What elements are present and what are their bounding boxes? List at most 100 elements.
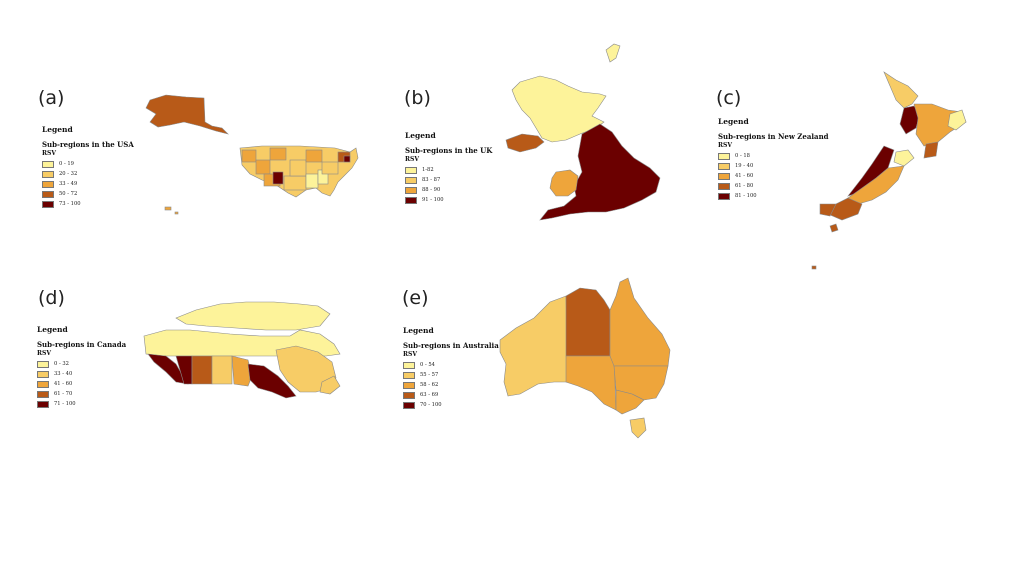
legend-item: 63 - 69 xyxy=(403,390,499,400)
region-canada-arctic-islands xyxy=(175,301,331,331)
region-northern-ireland xyxy=(505,133,545,153)
legend-title: Legend xyxy=(42,125,73,134)
legend-range-label: 1-82 xyxy=(422,167,434,173)
region-usa-ne2 xyxy=(343,155,351,163)
legend-australia: Legend Sub-regions in Australia RSV 0 - … xyxy=(403,326,499,410)
legend-swatch xyxy=(718,162,730,170)
region-canada-alberta xyxy=(175,355,193,385)
legend-item: 41 - 60 xyxy=(718,171,829,181)
legend-swatch xyxy=(718,152,730,160)
legend-item: 33 - 49 xyxy=(42,179,134,189)
region-nz-nelson xyxy=(893,149,915,167)
legend-item: 20 - 32 xyxy=(42,169,134,179)
region-canada-ontario-w xyxy=(231,355,253,387)
legend-swatch xyxy=(718,192,730,200)
region-alaska xyxy=(145,94,229,135)
legend-swatch xyxy=(42,180,54,188)
region-shetland xyxy=(605,43,621,63)
legend-range-label: 33 - 49 xyxy=(59,181,78,187)
region-usa-c xyxy=(289,159,307,177)
region-canada-manitoba xyxy=(211,355,233,385)
region-wa xyxy=(499,295,569,397)
region-usa-nw xyxy=(241,149,257,163)
legend-item: 55 - 57 xyxy=(403,370,499,380)
legend-item: 91 - 100 xyxy=(405,195,492,205)
region-usa-nm xyxy=(272,171,284,185)
region-nt xyxy=(565,287,611,357)
legend-range-label: 0 - 32 xyxy=(54,361,69,367)
legend-swatch xyxy=(405,186,417,194)
legend-item: 58 - 62 xyxy=(403,380,499,390)
legend-range-label: 73 - 100 xyxy=(59,201,81,207)
legend-range-label: 41 - 60 xyxy=(735,173,754,179)
legend-field-label: RSV xyxy=(37,350,51,357)
legend-swatch xyxy=(403,391,415,399)
legend-swatch xyxy=(37,360,49,368)
region-wales xyxy=(549,169,579,197)
legend-title: Legend xyxy=(403,326,434,335)
legend-item: 71 - 100 xyxy=(37,399,126,409)
region-vic xyxy=(615,389,645,415)
panel-label-d: (d) xyxy=(38,287,65,309)
legend-item: 19 - 40 xyxy=(718,161,829,171)
legend-swatch xyxy=(405,176,417,184)
legend-range-label: 50 - 72 xyxy=(59,191,78,197)
panel-label-a: (a) xyxy=(38,87,65,109)
legend-usa: Legend Sub-regions in the USA RSV 0 - 19… xyxy=(42,125,134,209)
legend-range-label: 63 - 69 xyxy=(420,392,439,398)
legend-item: 81 - 100 xyxy=(718,191,829,201)
legend-title: Legend xyxy=(718,117,749,126)
legend-swatch xyxy=(37,390,49,398)
legend-subtitle: Sub-regions in the UK xyxy=(405,146,493,155)
legend-title: Legend xyxy=(405,131,436,140)
legend-item: 41 - 60 xyxy=(37,379,126,389)
legend-item: 61 - 80 xyxy=(718,181,829,191)
region-nz-southland xyxy=(819,203,837,217)
legend-item: 88 - 90 xyxy=(405,185,492,195)
legend-subtitle: Sub-regions in Australia xyxy=(403,341,499,350)
legend-item: 33 - 40 xyxy=(37,369,126,379)
legend-item: 0 - 18 xyxy=(718,151,829,161)
legend-range-label: 0 - 19 xyxy=(59,161,74,167)
legend-range-label: 88 - 90 xyxy=(422,187,441,193)
legend-swatch xyxy=(405,196,417,204)
legend-item: 83 - 87 xyxy=(405,175,492,185)
legend-range-label: 55 - 57 xyxy=(420,372,439,378)
legend-item: 1-82 xyxy=(405,165,492,175)
legend-range-label: 0 - 54 xyxy=(420,362,435,368)
legend-swatch xyxy=(403,381,415,389)
region-hawaii xyxy=(164,206,172,211)
region-nz-hawkes xyxy=(923,141,939,159)
legend-range-label: 61 - 70 xyxy=(54,391,73,397)
legend-field-label: RSV xyxy=(403,351,417,358)
region-canada-atlantic xyxy=(319,375,341,395)
legend-swatch xyxy=(403,401,415,409)
legend-swatch xyxy=(403,371,415,379)
legend-swatch xyxy=(405,166,417,174)
legend-swatch xyxy=(403,361,415,369)
legend-range-label: 0 - 18 xyxy=(735,153,750,159)
legend-swatch xyxy=(37,380,49,388)
legend-swatch xyxy=(42,170,54,178)
legend-range-label: 81 - 100 xyxy=(735,193,757,199)
panel-label-e: (e) xyxy=(402,287,429,309)
region-usa-mt xyxy=(255,159,271,175)
legend-item: 50 - 72 xyxy=(42,189,134,199)
region-tas xyxy=(629,417,647,439)
legend-item: 61 - 70 xyxy=(37,389,126,399)
region-canada-ontario xyxy=(247,363,297,399)
region-nz-east xyxy=(947,109,967,131)
legend-range-label: 19 - 40 xyxy=(735,163,754,169)
legend-range-label: 20 - 32 xyxy=(59,171,78,177)
legend-item: 0 - 32 xyxy=(37,359,126,369)
region-sa xyxy=(565,355,617,411)
legend-subtitle: Sub-regions in Canada xyxy=(37,340,127,349)
legend-swatch xyxy=(42,190,54,198)
region-nz-stewart xyxy=(829,223,839,233)
legend-swatch xyxy=(718,172,730,180)
region-hawaii-small xyxy=(174,211,179,215)
legend-range-label: 58 - 62 xyxy=(420,382,439,388)
legend-item: 0 - 54 xyxy=(403,360,499,370)
